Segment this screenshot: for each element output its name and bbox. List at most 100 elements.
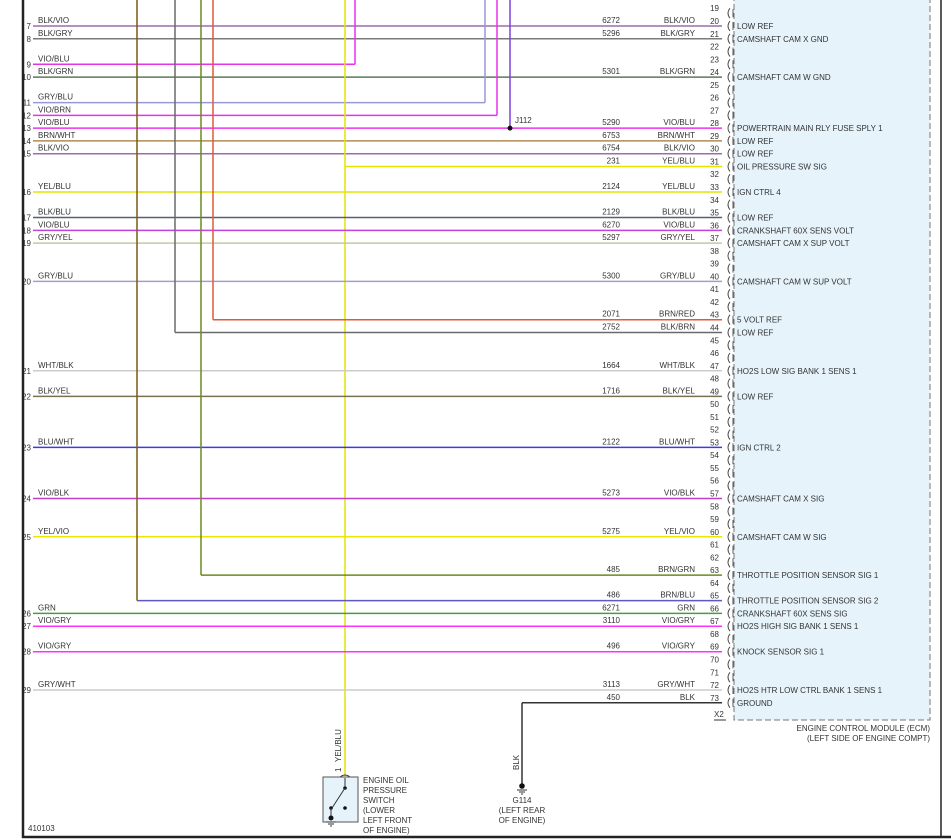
pin-number: 63 <box>710 566 719 575</box>
pin-number: 62 <box>710 553 719 562</box>
ecm-module-box <box>733 0 931 721</box>
pin-function: IGN CTRL 2 <box>737 443 781 452</box>
ecm-pins-layer: 19 20 21 22 23 24 25 26 27 28 29 30 31 32 33 34 35 36 37 38… <box>710 4 734 709</box>
pin-function: LOW REF <box>737 214 774 223</box>
ground-name: G114 <box>513 796 533 805</box>
pin-number: 27 <box>710 106 719 115</box>
circuit-number: 6270 <box>602 220 620 229</box>
pin-terminal-icon <box>727 135 731 147</box>
pin-terminal-icon <box>727 7 731 19</box>
circuit-number: 6272 <box>602 16 620 25</box>
pin-number: 56 <box>710 477 719 486</box>
pin-number: 19 <box>710 4 719 13</box>
row-number: 16 <box>22 188 31 197</box>
left-wire-color: GRY/BLU <box>38 271 73 280</box>
pin-terminal-icon <box>727 352 731 364</box>
pin-number: 22 <box>710 43 719 52</box>
left-wire-color: GRY/WHT <box>38 680 76 689</box>
pin-number: 25 <box>710 81 719 90</box>
pin-number: 26 <box>710 94 719 103</box>
row-number: 29 <box>22 686 31 695</box>
pin-terminal-icon <box>727 544 731 555</box>
left-wire-color: VIO/GRY <box>38 616 72 625</box>
pin-terminal-icon <box>727 110 731 121</box>
row-number: 21 <box>22 367 31 376</box>
ground-terminal-dot <box>519 783 525 789</box>
pin-number: 59 <box>710 515 719 524</box>
circuit-number: 450 <box>607 693 621 702</box>
left-wire-color: YEL/BLU <box>38 182 71 191</box>
circuit-number: 5296 <box>602 29 620 38</box>
pin-number: 24 <box>710 68 719 77</box>
pin-number: 20 <box>710 17 719 26</box>
ground-icon <box>517 789 527 795</box>
circuit-number: 485 <box>607 565 621 574</box>
pin-function: CAMSHAFT CAM X SIG <box>737 494 824 503</box>
pin-terminal-icon <box>727 391 731 402</box>
pin-terminal-icon <box>727 429 731 440</box>
circuit-number: 5275 <box>602 527 620 536</box>
wire-486: 486 BRN/BLU THROTTLE POSITION SENSOR SIG 2 <box>136 0 879 606</box>
pin-function: LOW REF <box>737 137 774 146</box>
right-wire-color: WHT/BLK <box>659 361 695 370</box>
pin-number: 45 <box>710 336 719 345</box>
pin-number: 37 <box>710 234 719 243</box>
connector-label: X2 <box>714 710 724 719</box>
wire-3110: 27 VIO/GRY 3110 VIO/GRY HO2S HIGH SIG BANK 1… <box>22 616 859 631</box>
row-number: 17 <box>22 214 31 223</box>
left-wire-color: BLK/BLU <box>38 208 71 217</box>
switch-label-3: (LOWER <box>363 806 395 815</box>
row-number: 9 <box>27 60 32 69</box>
pin-terminal-icon <box>727 46 731 57</box>
pin-terminal-icon <box>727 582 731 594</box>
pin-number: 57 <box>710 489 719 498</box>
pin-number: 21 <box>710 30 719 39</box>
row-number: 27 <box>22 622 31 631</box>
ground-g114: BLK G114 (LEFT REAR OF ENGINE) <box>499 754 546 825</box>
circuit-number: 231 <box>607 156 621 165</box>
left-wire-color: WHT/BLK <box>38 361 74 370</box>
row-number: 8 <box>27 35 32 44</box>
pin-terminal-icon <box>727 646 731 658</box>
right-wire-color: GRY/WHT <box>657 680 695 689</box>
pin-number: 43 <box>710 311 719 320</box>
row-number: 13 <box>22 124 31 133</box>
left-wire-color: VIO/BLK <box>38 488 70 497</box>
pin-number: 28 <box>710 119 719 128</box>
pin-function: IGN CTRL 4 <box>737 188 781 197</box>
row-number: 20 <box>22 277 31 286</box>
row-number: 28 <box>22 648 31 657</box>
switch-body <box>322 776 359 823</box>
pin-number: 68 <box>710 630 719 639</box>
pin-function: 5 VOLT REF <box>737 316 782 325</box>
pin-terminal-icon <box>727 199 731 211</box>
pin-terminal-icon <box>727 250 731 262</box>
pin-function: POWERTRAIN MAIN RLY FUSE SPLY 1 <box>737 124 883 133</box>
pin-number: 23 <box>710 55 719 64</box>
right-wire-color: VIO/GRY <box>662 616 696 625</box>
right-wire-color: YEL/VIO <box>664 527 695 536</box>
pin-function: CRANKSHAFT 60X SENS SIG <box>737 609 848 618</box>
row-number: 11 <box>23 99 32 108</box>
circuit-number: 1664 <box>602 361 620 370</box>
pin-terminal-icon <box>727 633 731 645</box>
left-wire-color: YEL/VIO <box>38 527 69 536</box>
left-wire-color: VIO/BRN <box>38 105 71 114</box>
pin-function: CAMSHAFT CAM W SIG <box>737 533 827 542</box>
switch-case-ground-dot <box>328 815 334 821</box>
pin-function: LOW REF <box>737 22 774 31</box>
ground-wire-color: BLK <box>512 754 521 770</box>
pin-number: 71 <box>710 668 719 677</box>
right-wire-color: BRN/BLU <box>660 591 695 600</box>
pin-function: OIL PRESSURE SW SIG <box>737 162 827 171</box>
circuit-number: 6271 <box>602 603 620 612</box>
circuit-number: 5301 <box>602 67 620 76</box>
wire-6271: 26 GRN 6271 GRN CRANKSHAFT 60X SENS SIG <box>22 603 847 618</box>
pin-number: 54 <box>710 451 719 460</box>
left-wire-color: GRY/BLU <box>38 93 73 102</box>
left-wire-color: VIO/GRY <box>38 642 72 651</box>
pin-number: 35 <box>710 209 719 218</box>
pin-function: LOW REF <box>737 328 774 337</box>
pin-terminal-icon <box>727 97 731 108</box>
pin-terminal-icon <box>727 531 731 543</box>
